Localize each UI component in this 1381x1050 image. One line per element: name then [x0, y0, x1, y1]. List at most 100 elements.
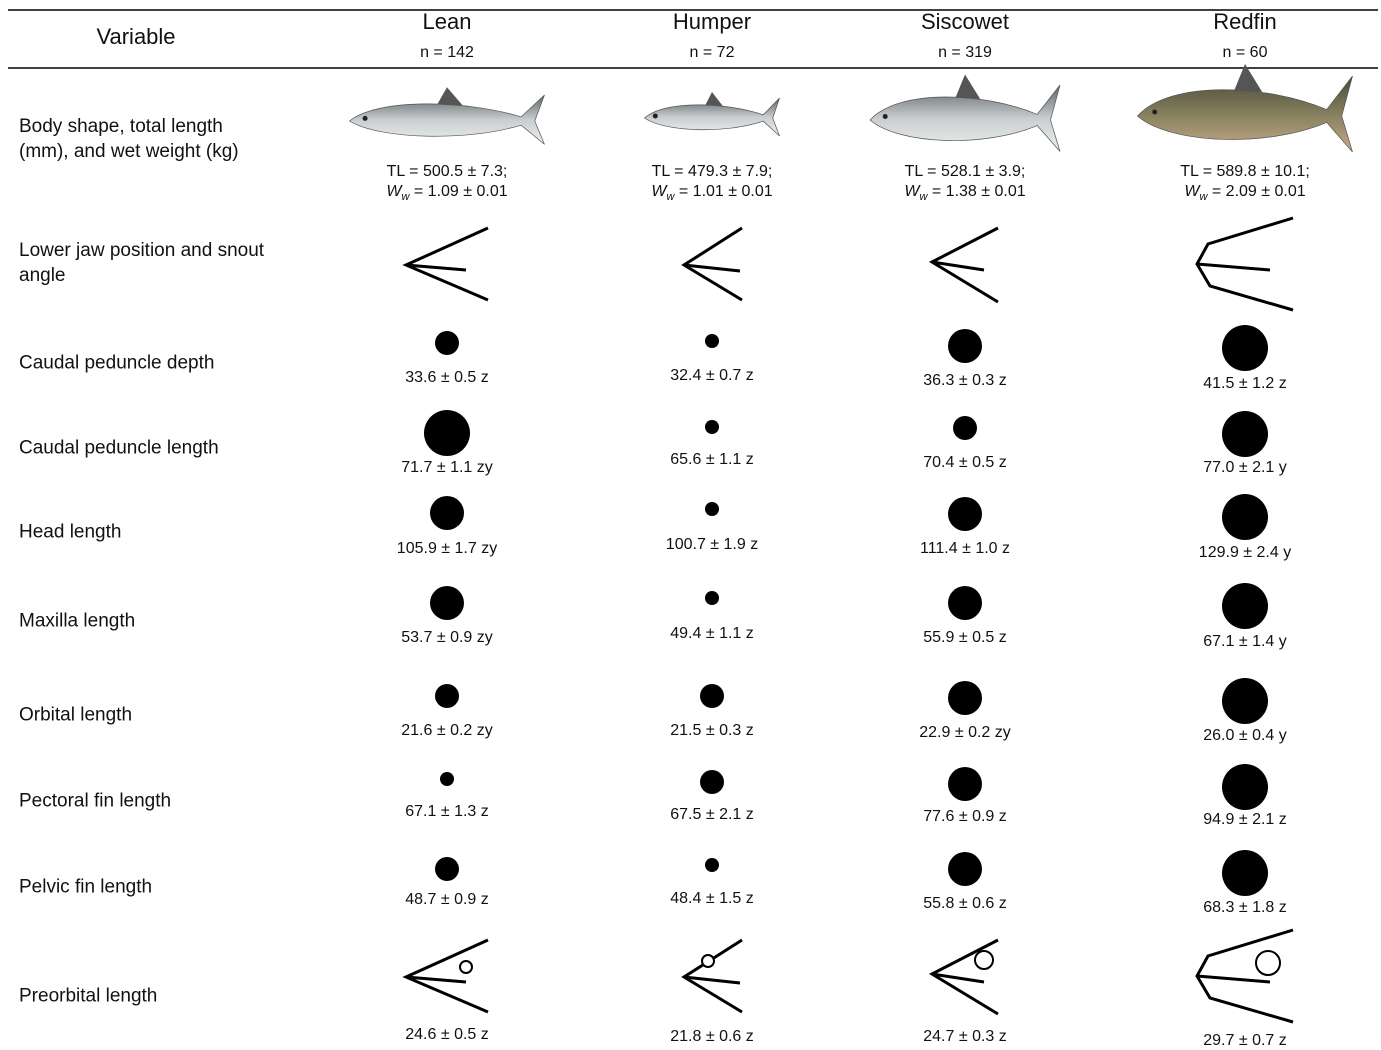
weight-subscript: w: [666, 191, 675, 204]
weight-symbol: W: [1184, 182, 1200, 200]
weight-value: = 1.38 ± 0.01: [931, 182, 1026, 200]
size-dot: [948, 767, 982, 801]
cell-value: 68.3 ± 1.8 z: [1203, 899, 1287, 916]
fish-fin: [437, 87, 463, 106]
total-length: TL = 500.5 ± 7.3;: [386, 163, 508, 180]
size-dot: [700, 770, 724, 794]
row-label: Caudal peduncle length: [19, 437, 219, 459]
jaw-mid: [931, 260, 985, 272]
row-label: Orbital length: [19, 704, 133, 726]
size-dot: [1222, 678, 1268, 724]
orbit: [974, 950, 994, 970]
cell-value: 21.6 ± 0.2 zy: [401, 722, 493, 739]
size-dot: [1222, 411, 1268, 457]
cell-value: 111.4 ± 1.0 z: [919, 540, 1011, 557]
jaw-mid: [683, 975, 741, 985]
row-label: Head length: [19, 521, 122, 543]
cell-value: 67.1 ± 1.3 z: [405, 803, 489, 820]
cell-value: 21.5 ± 0.3 z: [670, 722, 754, 739]
wet-weight: Ww = 1.09 ± 0.01: [386, 183, 507, 203]
cell-value: 24.7 ± 0.3 z: [923, 1028, 1007, 1045]
column-name: Lean: [422, 9, 472, 34]
fish-eye: [1152, 109, 1158, 115]
column-n: n = 60: [1222, 44, 1268, 61]
orbit: [701, 954, 715, 968]
size-dot: [705, 334, 719, 348]
size-dot: [435, 331, 459, 355]
weight-symbol: W: [651, 182, 667, 200]
size-dot: [700, 684, 724, 708]
weight-symbol: W: [904, 182, 920, 200]
size-dot: [1222, 764, 1268, 810]
column-n: n = 72: [689, 44, 735, 61]
fish-eye: [882, 114, 888, 119]
fish-fin: [705, 92, 723, 106]
size-dot: [435, 857, 459, 881]
size-dot: [705, 591, 719, 605]
size-dot: [953, 416, 977, 440]
size-dot: [430, 496, 464, 530]
jaw-mid: [931, 972, 985, 984]
weight-subscript: w: [1199, 191, 1208, 204]
wet-weight: Ww = 2.09 ± 0.01: [1184, 183, 1305, 203]
cell-value: 29.7 ± 0.7 z: [1203, 1032, 1287, 1049]
weight-subscript: w: [919, 191, 928, 204]
cell-value: 105.9 ± 1.7 zy: [396, 540, 498, 557]
column-name: Humper: [672, 9, 752, 34]
wet-weight: Ww = 1.38 ± 0.01: [904, 183, 1025, 203]
cell-value: 65.6 ± 1.1 z: [670, 451, 754, 468]
weight-subscript: w: [401, 191, 410, 204]
weight-value: = 1.01 ± 0.01: [678, 182, 773, 200]
size-dot: [440, 772, 454, 786]
size-dot: [430, 586, 464, 620]
size-dot: [435, 684, 459, 708]
row-label: Pectoral fin length: [19, 790, 172, 812]
jaw-mid: [1196, 262, 1271, 272]
size-dot: [948, 497, 982, 531]
cell-value: 24.6 ± 0.5 z: [405, 1026, 489, 1043]
size-dot: [1222, 325, 1268, 371]
cell-value: 48.7 ± 0.9 z: [405, 891, 489, 908]
jaw-outline: [681, 938, 743, 1014]
cell-value: 48.4 ± 1.5 z: [670, 890, 754, 907]
cell-value: 67.5 ± 2.1 z: [670, 806, 754, 823]
fish-fin: [955, 74, 981, 99]
cell-value: 22.9 ± 0.2 zy: [919, 724, 1011, 741]
size-dot: [705, 420, 719, 434]
fish-eye: [362, 115, 368, 121]
size-dot: [948, 586, 982, 620]
fish: [869, 84, 1061, 152]
size-dot: [948, 329, 982, 363]
cell-value: 53.7 ± 0.9 zy: [401, 629, 493, 646]
cell-value: 41.5 ± 1.2 z: [1203, 375, 1287, 392]
cell-value: 71.7 ± 1.1 zy: [401, 459, 493, 476]
size-dot: [705, 502, 719, 516]
cell-value: 49.4 ± 1.1 z: [670, 625, 754, 642]
jaw-outline: [402, 938, 489, 1014]
size-dot: [1222, 494, 1268, 540]
row-label: Maxilla length: [19, 610, 136, 632]
size-dot: [1222, 850, 1268, 896]
row-label: Lower jaw position and snout angle: [19, 240, 265, 286]
orbit: [459, 960, 473, 974]
cell-value: 21.8 ± 0.6 z: [670, 1028, 754, 1045]
size-dot: [948, 852, 982, 886]
total-length: TL = 589.8 ± 10.1;: [1180, 163, 1310, 180]
cell-value: 26.0 ± 0.4 y: [1203, 727, 1287, 744]
column-n: n = 319: [938, 44, 992, 61]
cell-value: 94.9 ± 2.1 z: [1203, 811, 1287, 828]
jaw-outline: [402, 226, 489, 302]
cell-value: 67.1 ± 1.4 y: [1203, 633, 1287, 650]
fish-fin: [1234, 64, 1263, 92]
weight-symbol: W: [386, 182, 402, 200]
column-n: n = 142: [420, 44, 474, 61]
cell-value: 55.9 ± 0.5 z: [923, 629, 1007, 646]
size-dot: [1222, 583, 1268, 629]
column-name: Siscowet: [920, 9, 1010, 34]
jaw-mid: [683, 263, 741, 273]
variable-header: Variable: [96, 24, 176, 49]
fish-eye: [652, 113, 658, 119]
size-dot: [424, 410, 470, 456]
cell-value: 100.7 ± 1.9 z: [665, 536, 759, 553]
